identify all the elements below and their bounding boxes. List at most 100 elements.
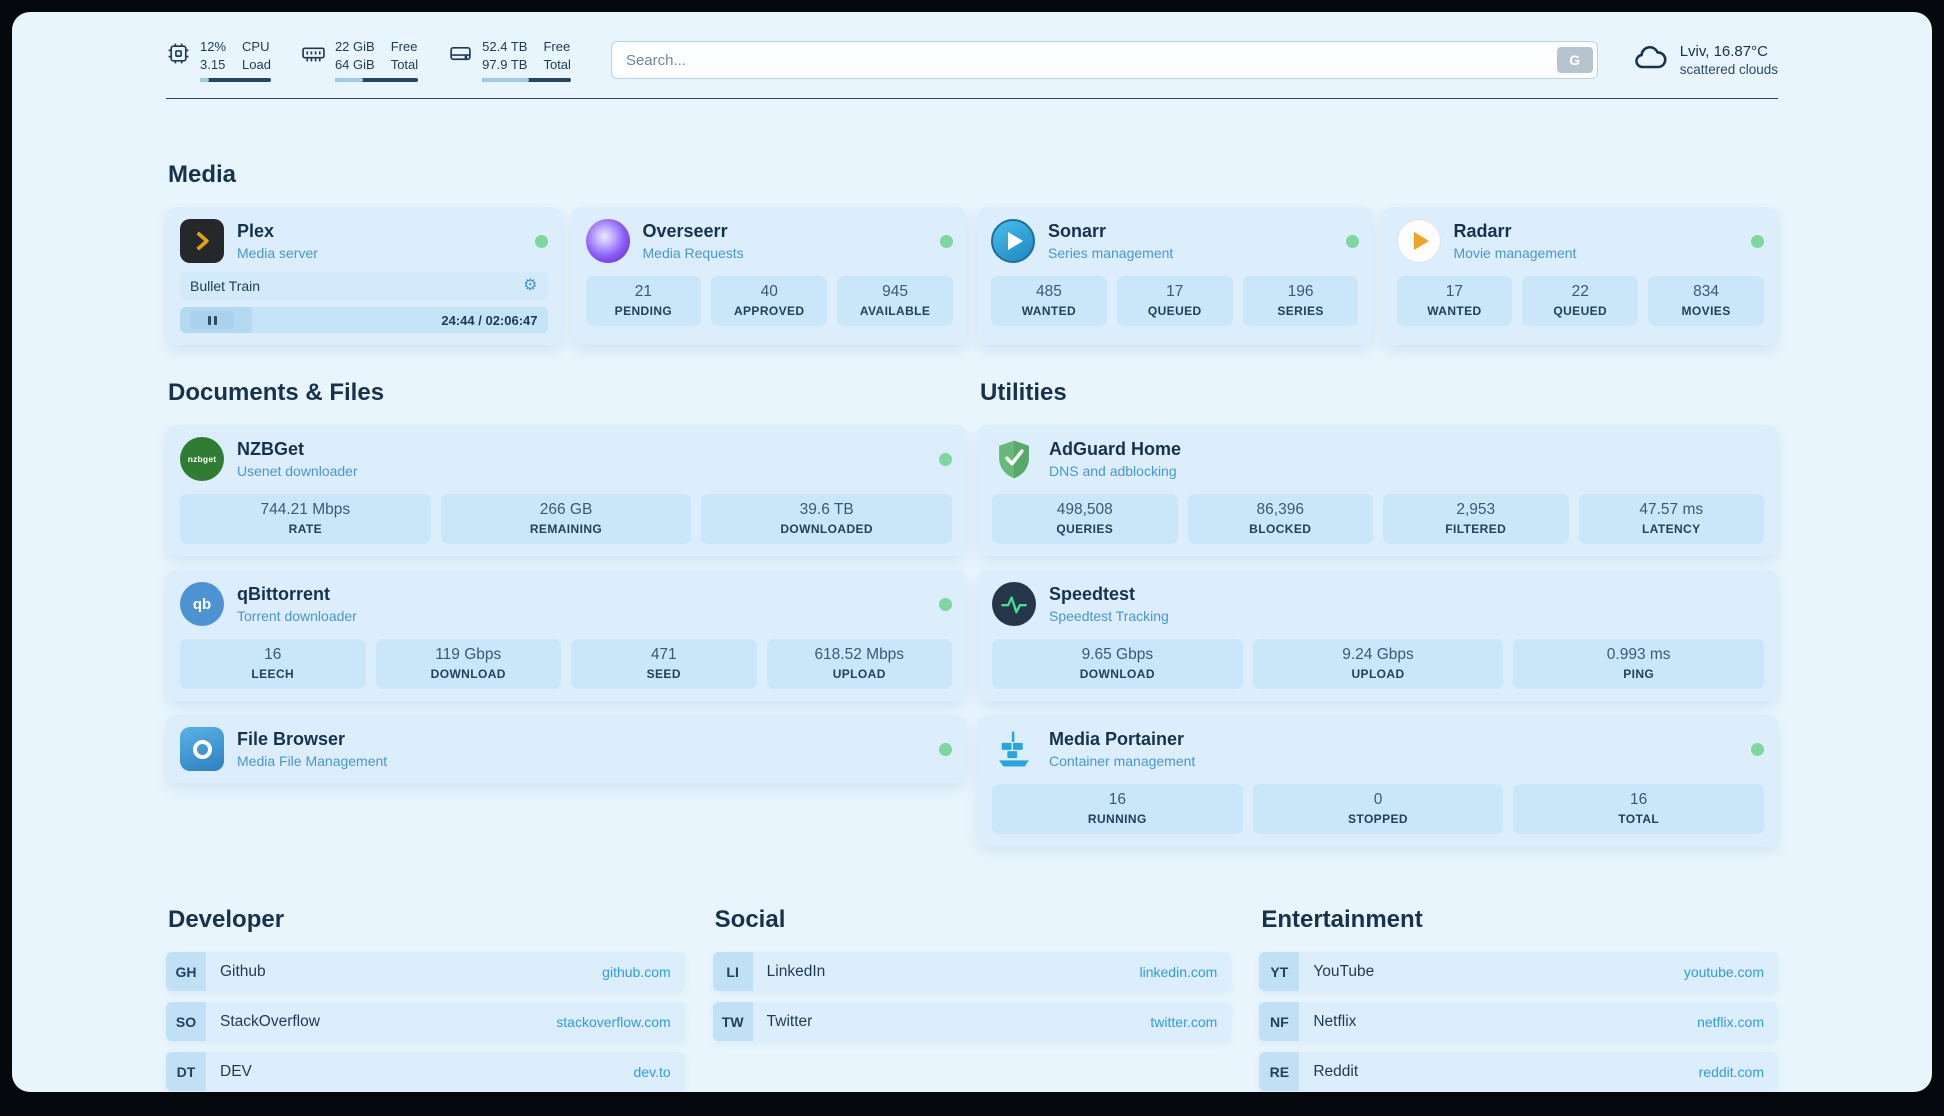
- stat-label: RATE: [288, 522, 323, 537]
- section-title-utilities: Utilities: [980, 379, 1067, 407]
- status-dot: [1751, 742, 1764, 756]
- search-engine-button[interactable]: G: [1556, 47, 1593, 74]
- app-name: Media Portainer: [1049, 729, 1185, 750]
- status-dot: [939, 742, 952, 756]
- stat-value: 86,396: [1256, 501, 1304, 519]
- link-url[interactable]: github.com: [602, 963, 671, 980]
- stat-value: 834: [1693, 283, 1719, 301]
- stat-queued: 22 QUEUED: [1522, 276, 1639, 327]
- app-card-portainer[interactable]: Media Portainer Container management 16 …: [978, 715, 1778, 847]
- stat-seed: 471 SEED: [571, 639, 757, 690]
- link-url[interactable]: dev.to: [633, 1063, 671, 1080]
- link-youtube[interactable]: YT YouTube youtube.com: [1259, 952, 1778, 992]
- ram-usage-bar: [334, 78, 419, 83]
- link-name: Twitter: [766, 1012, 813, 1030]
- status-dot: [1751, 234, 1764, 248]
- stat-rate: 744.21 Mbps RATE: [180, 494, 431, 545]
- stat-label: LATENCY: [1641, 522, 1701, 537]
- stat-value: 196: [1287, 283, 1314, 301]
- status-dot: [534, 234, 548, 248]
- link-dev[interactable]: DT DEV dev.to: [166, 1052, 685, 1092]
- entertainment-section: Entertainment YT YouTube youtube.com NF …: [1259, 906, 1778, 1092]
- app-card-radarr[interactable]: Radarr Movie management 17 WANTED 22 QUE…: [1382, 207, 1778, 346]
- disk-free: 52.4 TB: [482, 39, 528, 54]
- app-desc: Movie management: [1453, 245, 1577, 262]
- cpu-widget: 12% CPU 3.15 Load: [166, 38, 271, 83]
- app-card-filebrowser[interactable]: File Browser Media File Management: [166, 715, 966, 784]
- stat-value: 40: [760, 283, 778, 301]
- app-card-sonarr[interactable]: Sonarr Series management 485 WANTED 17 Q…: [977, 207, 1373, 346]
- link-url[interactable]: netflix.com: [1697, 1013, 1764, 1030]
- stat-label: RUNNING: [1087, 812, 1147, 827]
- link-twitter[interactable]: TW Twitter twitter.com: [712, 1002, 1232, 1042]
- app-desc: Torrent downloader: [237, 608, 357, 625]
- link-linkedin[interactable]: LI LinkedIn linkedin.com: [712, 952, 1232, 992]
- stat-filtered: 2,953 FILTERED: [1383, 494, 1569, 545]
- stat-value: 618.52 Mbps: [814, 646, 905, 664]
- stat-label: REMAINING: [529, 522, 603, 537]
- link-stackoverflow[interactable]: SO StackOverflow stackoverflow.com: [166, 1002, 685, 1042]
- system-stats: 12% CPU 3.15 Load: [166, 38, 571, 83]
- link-url[interactable]: twitter.com: [1150, 1013, 1218, 1030]
- pause-icon[interactable]: [190, 311, 234, 330]
- stat-label: PENDING: [614, 304, 673, 319]
- link-github[interactable]: GH Github github.com: [166, 952, 685, 992]
- app-desc: DNS and adblocking: [1049, 463, 1177, 480]
- stat-label: LEECH: [251, 667, 295, 682]
- stat-stopped: 0 STOPPED: [1252, 784, 1504, 835]
- app-desc: Speedtest Tracking: [1049, 608, 1169, 625]
- link-url[interactable]: linkedin.com: [1139, 963, 1218, 980]
- link-netflix[interactable]: NF Netflix netflix.com: [1259, 1002, 1778, 1042]
- search-input[interactable]: [610, 41, 1598, 80]
- stat-value: 119 Gbps: [435, 646, 502, 664]
- cpu-load: 3.15: [200, 56, 226, 72]
- adguard-icon: [992, 437, 1036, 481]
- app-desc: Media File Management: [237, 753, 388, 770]
- speedtest-icon: [992, 582, 1036, 627]
- stat-value: 0.993 ms: [1606, 646, 1671, 664]
- status-dot: [940, 234, 953, 248]
- disk-total-label: Total: [543, 56, 571, 72]
- overseerr-icon: [585, 219, 630, 264]
- stat-download: 119 Gbps DOWNLOAD: [375, 639, 561, 690]
- gear-icon[interactable]: ⚙: [523, 277, 538, 295]
- stat-queries: 498,508 QUERIES: [992, 494, 1178, 545]
- media-section: Plex Media server Bullet Train ⚙ 24:44 /…: [166, 207, 1778, 346]
- stat-value: 498,508: [1056, 501, 1113, 519]
- app-card-adguard[interactable]: AdGuard Home DNS and adblocking 498,508 …: [978, 425, 1778, 557]
- stat-label: WANTED: [1021, 304, 1077, 319]
- link-name: YouTube: [1313, 962, 1375, 980]
- stat-ping: 0.993 ms PING: [1513, 639, 1765, 690]
- plex-icon: [180, 219, 224, 264]
- header-divider: [166, 98, 1778, 100]
- stat-available: 945 AVAILABLE: [837, 276, 953, 327]
- link-reddit[interactable]: RE Reddit reddit.com: [1259, 1052, 1778, 1092]
- stat-label: DOWNLOAD: [1079, 667, 1155, 682]
- app-card-plex[interactable]: Plex Media server Bullet Train ⚙ 24:44 /…: [166, 207, 562, 346]
- link-badge: SO: [166, 1002, 206, 1042]
- stat-value: 9.24 Gbps: [1342, 646, 1414, 664]
- stat-upload: 618.52 Mbps UPLOAD: [766, 639, 952, 690]
- stat-download: 9.65 Gbps DOWNLOAD: [992, 639, 1243, 690]
- stat-approved: 40 APPROVED: [711, 276, 828, 327]
- stat-label: SERIES: [1277, 304, 1324, 319]
- app-card-overseerr[interactable]: Overseerr Media Requests 21 PENDING 40 A…: [571, 207, 967, 346]
- link-badge: RE: [1259, 1052, 1300, 1092]
- stat-value: 471: [650, 646, 677, 664]
- status-dot: [1345, 234, 1359, 248]
- ram-widget: 22 GiB Free 64 GiB Total: [301, 38, 419, 83]
- link-url[interactable]: youtube.com: [1683, 963, 1764, 980]
- link-url[interactable]: reddit.com: [1698, 1063, 1764, 1080]
- link-url[interactable]: stackoverflow.com: [556, 1013, 671, 1030]
- stat-label: AVAILABLE: [859, 304, 931, 319]
- radarr-icon: [1396, 219, 1441, 264]
- stat-label: QUERIES: [1056, 522, 1114, 537]
- link-name: LinkedIn: [766, 962, 826, 980]
- weather-widget[interactable]: Lviv, 16.87°C scattered clouds: [1632, 40, 1778, 81]
- app-card-qbittorrent[interactable]: qb qBittorrent Torrent downloader 16 LEE…: [166, 570, 966, 702]
- stat-latency: 47.57 ms LATENCY: [1578, 494, 1764, 545]
- top-bar: 12% CPU 3.15 Load: [166, 38, 1778, 83]
- playback-progress-bar[interactable]: 24:44 / 02:06:47: [180, 307, 548, 334]
- app-card-speedtest[interactable]: Speedtest Speedtest Tracking 9.65 Gbps D…: [978, 570, 1778, 702]
- app-card-nzbget[interactable]: nzbget NZBGet Usenet downloader 744.21 M…: [166, 425, 966, 557]
